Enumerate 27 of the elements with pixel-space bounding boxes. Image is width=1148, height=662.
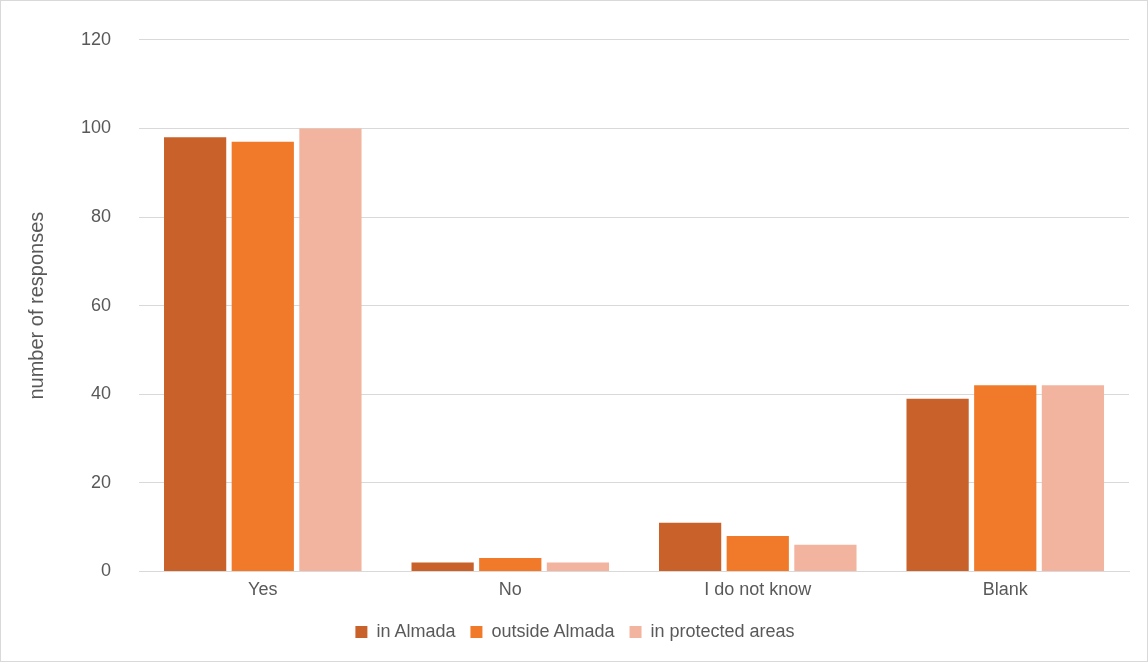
- bar: [659, 522, 722, 571]
- bar: [164, 137, 227, 571]
- bar: [906, 398, 969, 571]
- bar: [299, 128, 362, 571]
- y-tick-label: 120: [80, 28, 112, 49]
- y-tick-label: 80: [91, 205, 112, 226]
- y-axis-title: number of responses: [24, 211, 47, 400]
- x-tick-label: Blank: [982, 579, 1029, 600]
- legend-label: in protected areas: [650, 620, 795, 641]
- y-tick-label: 100: [80, 117, 112, 138]
- x-tick-label: I do not know: [704, 579, 813, 600]
- y-tick-label: 40: [91, 383, 112, 404]
- bar: [1041, 385, 1105, 571]
- bar: [546, 562, 610, 571]
- x-tick-label: Yes: [248, 579, 278, 600]
- bar: [726, 535, 789, 571]
- bar: [411, 562, 474, 571]
- bar: [974, 385, 1037, 571]
- legend-label: in Almada: [376, 620, 457, 641]
- y-tick-label: 60: [91, 294, 112, 315]
- y-tick-label: 0: [101, 560, 112, 581]
- bar: [231, 141, 294, 571]
- bar: [794, 544, 857, 571]
- x-tick-label: No: [498, 579, 522, 600]
- bar: [479, 558, 542, 571]
- legend-label: outside Almada: [491, 620, 616, 641]
- y-tick-label: 20: [91, 471, 112, 492]
